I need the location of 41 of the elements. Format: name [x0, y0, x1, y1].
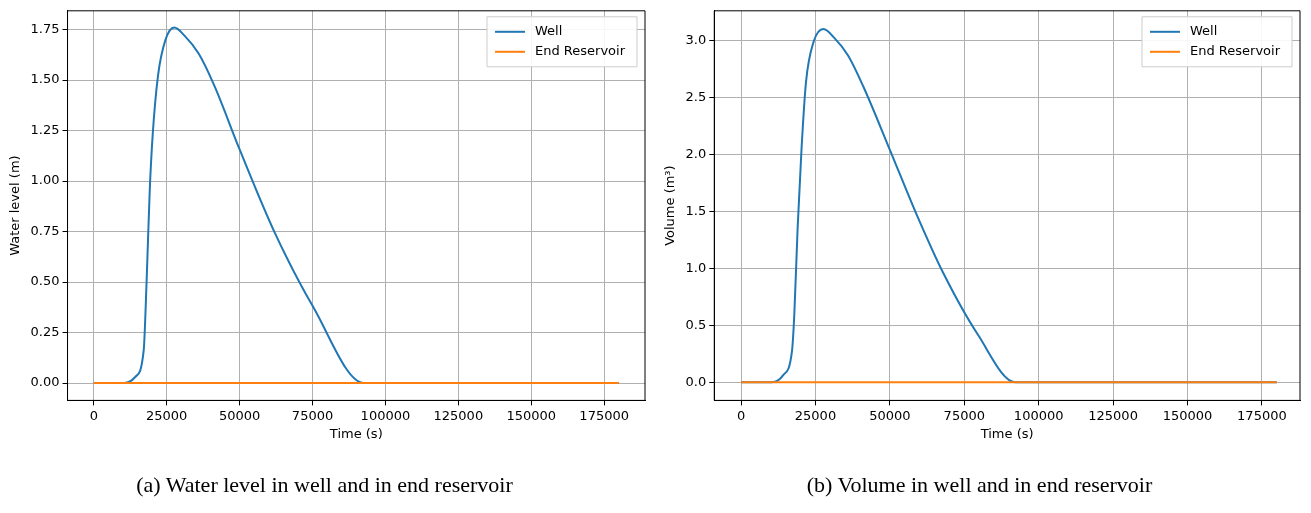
x-tick-label: 50000: [218, 407, 261, 423]
y-tick-label: 0.25: [30, 323, 60, 339]
y-tick-label: 0.50: [30, 273, 60, 289]
text: (a) Water level in well and in end reservoir: [136, 471, 514, 497]
x-tick-label: 50000: [869, 407, 911, 423]
y-tick-label: 1.50: [30, 71, 60, 87]
y-tick-label: 0.0: [685, 373, 707, 389]
y-tick-label: 1.0: [685, 259, 707, 275]
x-tick-label: 100000: [360, 407, 411, 423]
y-tick-label: 0.5: [685, 316, 707, 332]
text: (b) Volume in well and in end reservoir: [806, 471, 1153, 497]
x-tick-label: 100000: [1013, 407, 1064, 423]
legend-label: End Reservoir: [1190, 43, 1281, 59]
x-axis-title: Time (s): [328, 426, 383, 442]
y-tick-label: 1.25: [30, 121, 60, 137]
x-tick-label: 25000: [794, 407, 837, 423]
y-tick-label: 1.00: [30, 172, 60, 188]
y-tick-label: 1.75: [30, 20, 60, 36]
y-tick-label: 1.5: [685, 202, 707, 218]
y-tick-label: 2.0: [685, 145, 707, 161]
x-tick-label: 75000: [291, 407, 334, 423]
x-tick-label: 150000: [506, 407, 557, 423]
x-tick-label: 175000: [1237, 407, 1287, 423]
x-tick-label: 150000: [1162, 407, 1213, 423]
x-tick-label: 175000: [579, 407, 629, 423]
legend-label: Well: [1190, 23, 1218, 39]
x-tick-label: 0: [89, 407, 98, 423]
x-tick-label: 125000: [1088, 407, 1138, 423]
y-axis-title: Volume (m³): [662, 165, 678, 246]
legend-label: End Reservoir: [535, 43, 626, 59]
x-tick-label: 25000: [146, 407, 188, 423]
x-tick-label: 75000: [943, 407, 985, 423]
y-tick-label: 0.75: [30, 222, 60, 238]
y-axis-title: Water level (m): [7, 155, 23, 256]
x-tick-label: 125000: [433, 407, 484, 423]
x-axis-title: Time (s): [979, 426, 1034, 442]
y-tick-label: 0.00: [30, 374, 60, 390]
y-tick-label: 2.5: [685, 88, 707, 104]
y-tick-label: 3.0: [685, 31, 707, 47]
x-tick-label: 0: [736, 407, 746, 423]
legend-label: Well: [535, 23, 563, 39]
